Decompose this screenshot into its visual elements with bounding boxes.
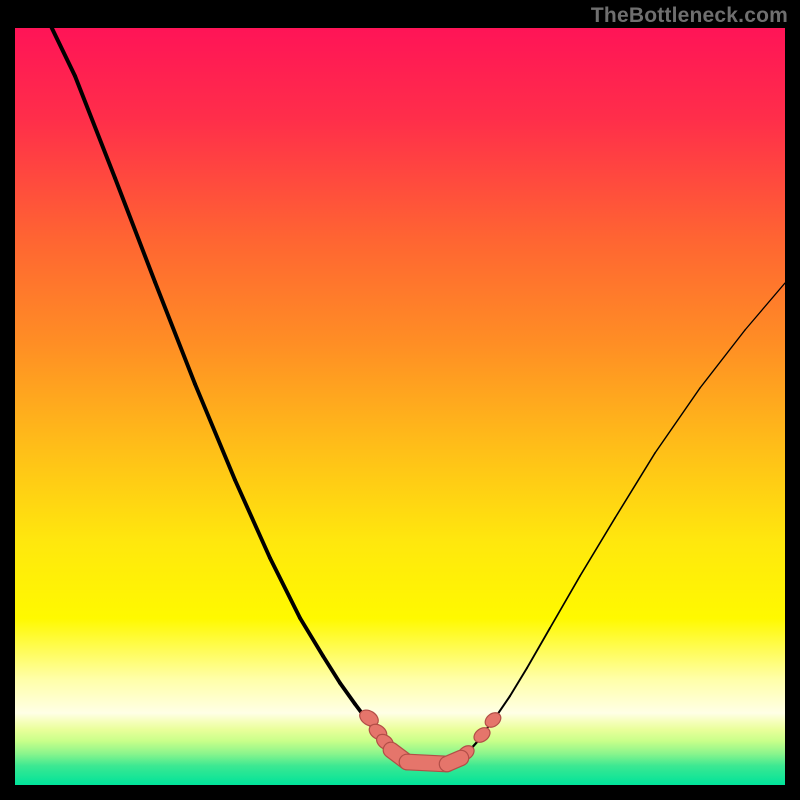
chart-root: TheBottleneck.com <box>0 0 800 800</box>
plot-area <box>15 28 785 785</box>
marker-capsule <box>447 758 461 764</box>
watermark-text: TheBottleneck.com <box>591 4 788 28</box>
chart-svg <box>15 28 785 785</box>
chart-background <box>15 28 785 785</box>
